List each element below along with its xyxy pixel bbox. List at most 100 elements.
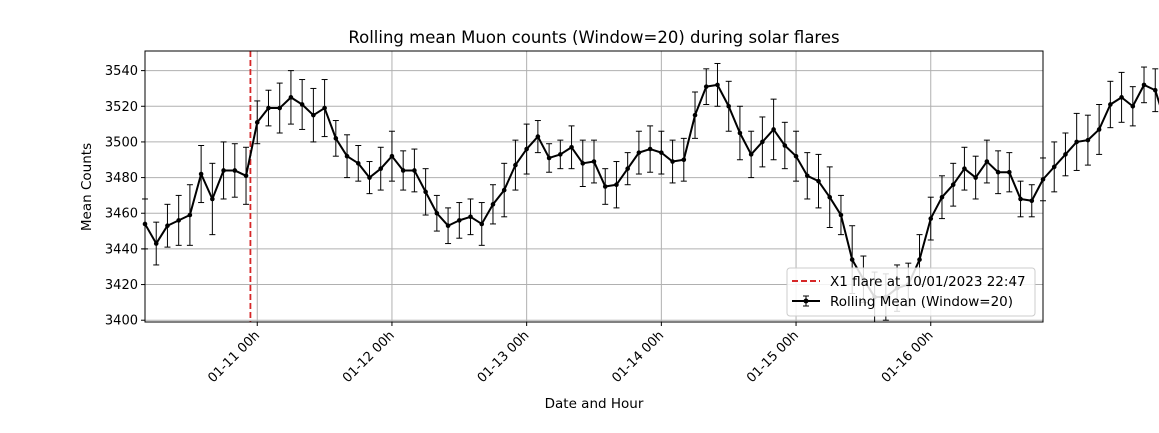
data-point [939, 194, 945, 200]
data-point [210, 196, 215, 202]
data-point [580, 161, 586, 166]
data-point [344, 153, 350, 159]
data-point [434, 210, 440, 216]
data-point [569, 144, 574, 150]
data-point [1007, 169, 1012, 175]
data-point [804, 173, 810, 179]
data-point [950, 182, 956, 188]
data-point [1051, 164, 1057, 170]
data-point [726, 103, 731, 109]
data-point [243, 173, 249, 179]
y-tick-label: 3420 [105, 278, 138, 293]
data-point [400, 168, 406, 173]
data-point [378, 166, 384, 171]
data-point [838, 212, 844, 218]
data-point [1063, 152, 1068, 157]
data-point [973, 175, 978, 180]
data-point [468, 214, 473, 220]
data-point [984, 159, 990, 164]
data-point [288, 95, 294, 100]
data-point [1130, 103, 1136, 109]
data-point [333, 136, 339, 141]
data-point [928, 216, 934, 221]
data-point [311, 112, 316, 118]
x-tick-label: 01-13 00h [475, 328, 533, 386]
data-point [703, 84, 709, 89]
chart-title: Rolling mean Muon counts (Window=20) dur… [348, 28, 839, 47]
y-axis-label: Mean Counts [79, 143, 95, 231]
data-point [1108, 102, 1113, 107]
data-point [254, 120, 260, 125]
data-point [816, 178, 821, 184]
data-point [715, 82, 720, 88]
data-point [1096, 127, 1102, 132]
data-point [299, 102, 305, 107]
data-point [917, 257, 922, 262]
data-point [625, 166, 630, 171]
data-point [355, 161, 361, 166]
y-tick-label: 3540 [105, 64, 138, 79]
data-point [198, 171, 204, 177]
data-point [793, 153, 799, 159]
plot-frame [144, 50, 1044, 323]
legend-series-swatch [792, 295, 820, 307]
data-point [524, 146, 529, 152]
data-point [1029, 198, 1035, 204]
data-point [1152, 87, 1158, 93]
data-point [187, 212, 193, 218]
data-point [962, 166, 967, 171]
y-tick-label: 3480 [105, 171, 138, 186]
data-point [782, 143, 788, 148]
x-tick-label: 01-11 00h [205, 328, 263, 386]
data-point [1141, 82, 1147, 88]
data-point [277, 105, 283, 111]
data-point [1074, 139, 1079, 145]
data-series [142, 62, 1159, 323]
legend-series-label: Rolling Mean (Window=20) [830, 294, 1013, 310]
data-point [681, 157, 687, 163]
x-tick-label: 01-16 00h [879, 328, 937, 386]
data-point [367, 175, 372, 180]
y-tick-label: 3520 [105, 100, 138, 115]
axes: 3400 3420 3440 3460 3480 3500 3520 3540 01-11 00… [105, 64, 937, 386]
data-point [535, 134, 541, 139]
data-point [445, 223, 451, 229]
legend-flare-label: X1 flare at 10/01/2023 22:47 [830, 274, 1026, 290]
data-point [771, 127, 776, 132]
data-point [221, 168, 226, 173]
x-tick-label: 01-12 00h [340, 328, 398, 386]
legend: X1 flare at 10/01/2023 22:47 Rolling Mea… [786, 267, 1036, 317]
data-point [614, 182, 619, 188]
y-tick-label: 3460 [105, 207, 138, 222]
data-point [1018, 196, 1023, 202]
data-point [670, 159, 675, 164]
data-point [266, 105, 271, 111]
data-point [748, 152, 754, 157]
data-point [591, 159, 597, 164]
x-axis-label: Date and Hour [545, 396, 644, 412]
data-point [322, 105, 327, 111]
x-tick-label: 01-15 00h [744, 328, 802, 386]
data-point [647, 146, 653, 152]
series-line [144, 83, 1159, 299]
data-point [176, 218, 181, 223]
data-point [232, 168, 238, 173]
data-point [490, 202, 496, 207]
data-point [1085, 137, 1091, 143]
data-point [165, 223, 170, 229]
data-point [513, 162, 518, 168]
data-point [153, 241, 159, 246]
data-point [659, 150, 664, 155]
data-point [827, 194, 833, 200]
data-point [849, 257, 855, 262]
data-point [737, 130, 743, 136]
y-tick-label: 3400 [105, 314, 138, 329]
data-point [423, 189, 428, 195]
data-point [457, 218, 462, 223]
data-point [412, 168, 417, 173]
x-tick-label: 01-14 00h [609, 328, 667, 386]
data-point [636, 150, 642, 155]
legend-box [786, 267, 1036, 317]
